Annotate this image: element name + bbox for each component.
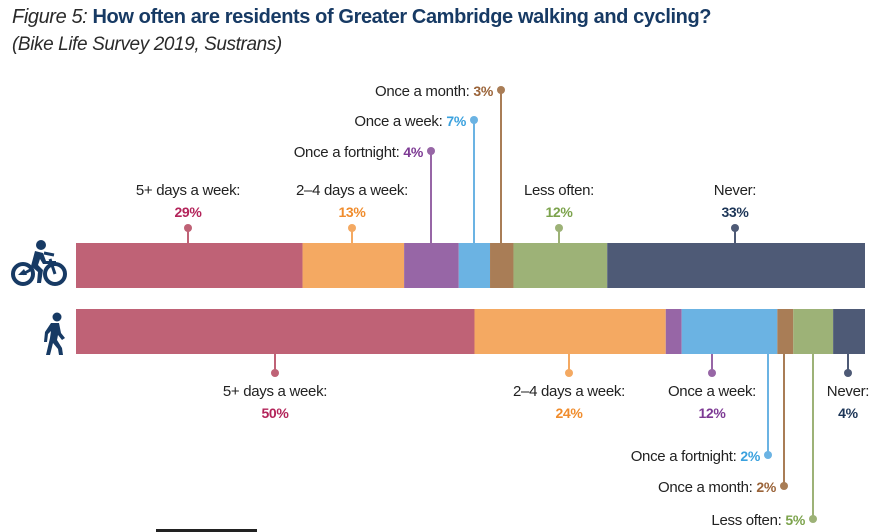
annotation-value: 12%: [545, 204, 573, 220]
leader-dot: [271, 369, 279, 377]
figure-label: Figure 5:: [12, 6, 88, 28]
bar-segment-cycling-1: [302, 243, 405, 288]
annotation-cycling-0: 5+ days a week: 29%: [136, 182, 240, 243]
bar-segment-walking-0: [76, 309, 475, 354]
figure-title-text: How often are residents of Greater Cambr…: [92, 6, 712, 28]
annotation-walking-3: Once a fortnight: 2%: [631, 354, 772, 465]
bar-segment-walking-4: [777, 309, 794, 354]
annotation-label: Once a week: 7%: [354, 113, 466, 130]
bar-segment-walking-2: [665, 309, 682, 354]
bar-segment-walking-1: [474, 309, 666, 354]
annotation-walking-5: Less often: 5%: [711, 354, 817, 529]
leader-dot: [497, 86, 505, 94]
leader-dot: [780, 482, 788, 490]
annotation-value: 12%: [698, 405, 726, 421]
annotation-value: 13%: [338, 204, 366, 220]
annotation-walking-1: 2–4 days a week: 24%: [513, 354, 625, 421]
annotation-label: 2–4 days a week:: [296, 182, 408, 199]
annotation-value: 50%: [261, 405, 289, 421]
annotation-label: 5+ days a week:: [136, 182, 240, 199]
annotation-label: 5+ days a week:: [223, 383, 327, 400]
bar-segment-cycling-6: [607, 243, 865, 288]
leader-dot: [731, 224, 739, 232]
bar-segment-cycling-3: [458, 243, 491, 288]
annotation-value: 24%: [555, 405, 583, 421]
bar-segment-cycling-4: [490, 243, 514, 288]
bar-segment-cycling-2: [404, 243, 459, 288]
annotation-cycling-1: 2–4 days a week: 13%: [296, 182, 408, 243]
annotation-label: Once a fortnight: 2%: [631, 448, 761, 465]
annotation-label: 2–4 days a week:: [513, 383, 625, 400]
annotation-cycling-3: Once a week: 7%: [354, 113, 478, 243]
walking-person-icon: [44, 312, 65, 355]
annotation-cycling-4: Once a month: 3%: [375, 83, 505, 243]
annotation-walking-4: Once a month: 2%: [658, 354, 788, 496]
leader-dot: [184, 224, 192, 232]
annotation-label: Once a month: 2%: [658, 479, 777, 496]
figure-title: Figure 5: How often are residents of Gre…: [12, 4, 711, 30]
annotation-cycling-2: Once a fortnight: 4%: [294, 144, 435, 243]
leader-dot: [427, 147, 435, 155]
annotation-value: 4%: [838, 405, 858, 421]
bar-segment-walking-6: [833, 309, 865, 354]
annotation-label: Never:: [714, 182, 756, 199]
annotation-label: Less often: 5%: [711, 512, 805, 529]
bar-segment-cycling-5: [513, 243, 608, 288]
leader-dot: [844, 369, 852, 377]
leader-dot: [764, 451, 772, 459]
bar-segment-walking-5: [793, 309, 834, 354]
annotation-walking-2: Once a week: 12%: [668, 354, 756, 421]
annotation-walking-0: 5+ days a week: 50%: [223, 354, 327, 421]
leader-dot: [470, 116, 478, 124]
leader-dot: [348, 224, 356, 232]
annotation-label: Less often:: [524, 182, 594, 199]
figure-subtitle: (Bike Life Survey 2019, Sustrans): [12, 34, 282, 55]
annotation-label: Never:: [827, 383, 869, 400]
annotation-cycling-5: Less often: 12%: [524, 182, 594, 243]
annotation-walking-6: Never: 4%: [827, 354, 869, 421]
annotation-label: Once a month: 3%: [375, 83, 494, 100]
annotation-label: Once a week:: [668, 383, 756, 400]
bar-segment-cycling-0: [76, 243, 303, 288]
leader-dot: [809, 515, 817, 523]
annotation-cycling-6: Never: 33%: [714, 182, 756, 243]
leader-dot: [708, 369, 716, 377]
annotation-value: 33%: [721, 204, 749, 220]
leader-dot: [565, 369, 573, 377]
leader-dot: [555, 224, 563, 232]
bar-segment-walking-3: [681, 309, 778, 354]
annotation-value: 29%: [174, 204, 202, 220]
bicycle-icon: [11, 240, 67, 286]
cut-off-divider: [156, 529, 257, 532]
annotation-label: Once a fortnight: 4%: [294, 144, 424, 161]
